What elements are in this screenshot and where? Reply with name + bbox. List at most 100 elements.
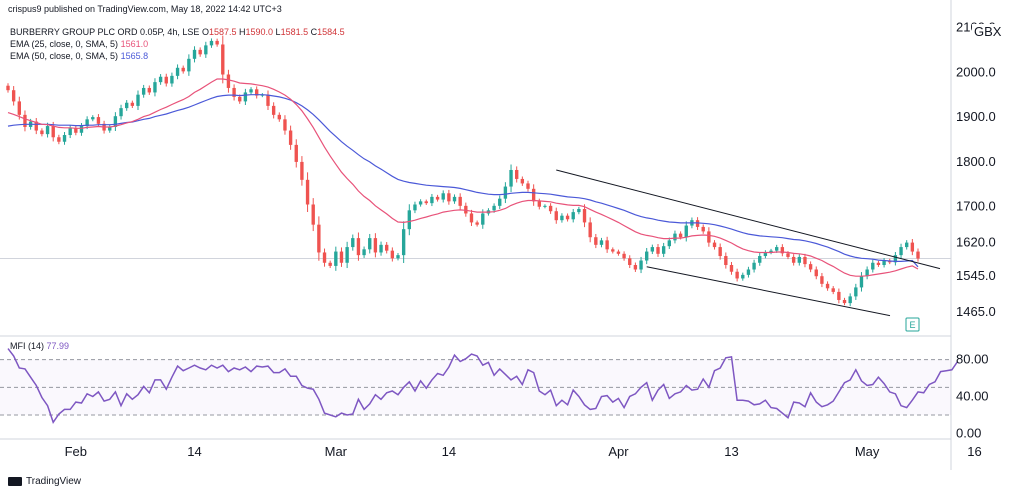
- candle[interactable]: [288, 125, 293, 150]
- candle[interactable]: [108, 124, 112, 133]
- candle[interactable]: [221, 35, 225, 84]
- candle[interactable]: [57, 134, 61, 145]
- candle[interactable]: [758, 253, 762, 266]
- candle[interactable]: [424, 199, 428, 205]
- candle[interactable]: [667, 237, 671, 249]
- candle[interactable]: [373, 233, 378, 258]
- candle[interactable]: [571, 208, 575, 223]
- candle[interactable]: [62, 131, 67, 145]
- candle[interactable]: [6, 83, 10, 93]
- candle[interactable]: [158, 74, 163, 85]
- candle[interactable]: [741, 272, 745, 281]
- candle[interactable]: [882, 258, 886, 268]
- candle[interactable]: [447, 189, 451, 205]
- candle[interactable]: [181, 65, 185, 74]
- candle[interactable]: [746, 266, 751, 278]
- candle[interactable]: [379, 241, 383, 256]
- candle[interactable]: [633, 262, 638, 272]
- candle[interactable]: [752, 259, 756, 273]
- candle[interactable]: [136, 90, 140, 111]
- candle[interactable]: [639, 256, 643, 274]
- candle[interactable]: [204, 41, 208, 58]
- candle[interactable]: [390, 247, 395, 262]
- candle[interactable]: [475, 220, 479, 227]
- candle[interactable]: [599, 237, 604, 248]
- candle[interactable]: [249, 87, 253, 95]
- candle[interactable]: [707, 227, 711, 247]
- candle[interactable]: [435, 194, 440, 202]
- earnings-marker[interactable]: E: [905, 317, 920, 332]
- candle[interactable]: [198, 47, 202, 57]
- candle[interactable]: [724, 252, 728, 269]
- candle[interactable]: [560, 213, 564, 223]
- candle[interactable]: [791, 254, 796, 266]
- candle[interactable]: [153, 78, 157, 97]
- candle[interactable]: [322, 248, 327, 267]
- mfi-legend[interactable]: MFI (14) 77.99: [10, 341, 69, 351]
- candle[interactable]: [780, 244, 785, 257]
- candle[interactable]: [305, 172, 310, 213]
- candle[interactable]: [735, 268, 739, 282]
- ema50-legend[interactable]: EMA (50, close, 0, SMA, 5) 1565.8: [10, 51, 148, 61]
- candle[interactable]: [797, 254, 801, 266]
- candle[interactable]: [283, 115, 287, 135]
- ema25-line[interactable]: [7, 78, 919, 277]
- candle[interactable]: [91, 115, 95, 122]
- candle[interactable]: [11, 86, 16, 106]
- candle[interactable]: [418, 199, 423, 207]
- candle[interactable]: [356, 232, 361, 261]
- candle[interactable]: [300, 156, 304, 186]
- candle[interactable]: [362, 246, 366, 258]
- candle[interactable]: [515, 166, 519, 183]
- candle[interactable]: [899, 243, 903, 259]
- candle[interactable]: [594, 233, 598, 249]
- candle[interactable]: [616, 249, 621, 256]
- candle[interactable]: [520, 176, 525, 186]
- candle[interactable]: [385, 242, 389, 254]
- candle[interactable]: [661, 242, 666, 258]
- candle[interactable]: [577, 206, 581, 215]
- candle[interactable]: [554, 207, 558, 224]
- candle[interactable]: [893, 252, 898, 266]
- candle[interactable]: [820, 272, 824, 288]
- candle[interactable]: [17, 96, 21, 120]
- candle[interactable]: [543, 204, 547, 209]
- symbol-legend[interactable]: BURBERRY GROUP PLC ORD 0.05P, 4h, LSE O1…: [10, 27, 345, 37]
- candle[interactable]: [548, 203, 553, 214]
- candle[interactable]: [170, 72, 174, 87]
- candle[interactable]: [831, 286, 835, 295]
- candle[interactable]: [871, 259, 875, 273]
- candle[interactable]: [854, 283, 858, 300]
- candle[interactable]: [243, 88, 248, 105]
- channel-lower-trendline[interactable]: [646, 266, 891, 317]
- candle[interactable]: [905, 240, 909, 250]
- candle[interactable]: [452, 194, 457, 204]
- candle[interactable]: [582, 204, 587, 228]
- candle[interactable]: [611, 247, 615, 254]
- candle[interactable]: [605, 236, 609, 253]
- candle[interactable]: [656, 244, 660, 257]
- candle[interactable]: [68, 125, 72, 139]
- candlestick-series[interactable]: [6, 35, 920, 307]
- candle[interactable]: [113, 112, 118, 131]
- candle[interactable]: [209, 38, 214, 48]
- candle[interactable]: [718, 243, 722, 260]
- ema25-legend[interactable]: EMA (25, close, 0, SMA, 5) 1561.0: [10, 39, 148, 49]
- candle[interactable]: [277, 112, 281, 122]
- candle[interactable]: [729, 261, 734, 275]
- candle[interactable]: [684, 221, 688, 242]
- candle[interactable]: [266, 90, 270, 111]
- candle[interactable]: [876, 260, 881, 267]
- candle[interactable]: [407, 204, 411, 236]
- channel-upper-trendline[interactable]: [556, 169, 941, 270]
- candle[interactable]: [916, 248, 920, 262]
- candle[interactable]: [645, 247, 649, 265]
- footer-brand[interactable]: TradingView: [8, 476, 81, 487]
- candle[interactable]: [271, 102, 276, 119]
- candle[interactable]: [368, 233, 372, 254]
- mfi-line[interactable]: [7, 348, 959, 424]
- candle[interactable]: [255, 86, 259, 99]
- candle[interactable]: [141, 84, 146, 98]
- candle[interactable]: [413, 201, 417, 214]
- candle[interactable]: [712, 240, 717, 250]
